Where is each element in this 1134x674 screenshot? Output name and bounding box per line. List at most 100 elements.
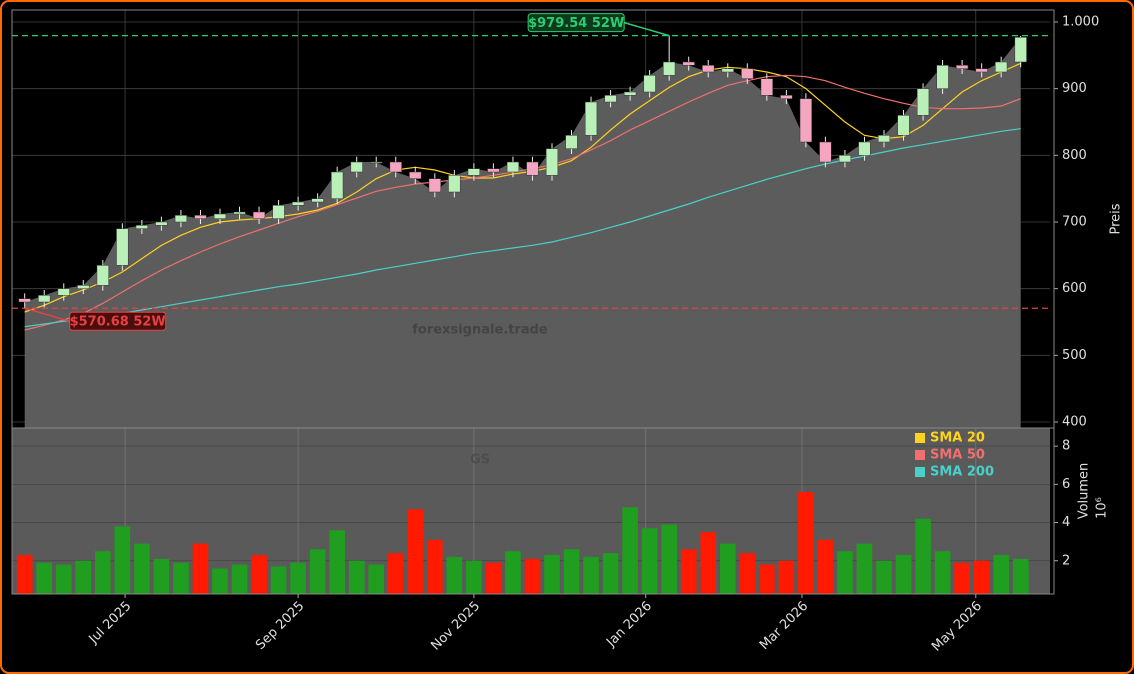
volume-bar [739, 553, 756, 594]
volume-bar [563, 549, 580, 594]
candle-body [975, 68, 988, 73]
volume-bar [134, 543, 150, 594]
volume-bar [856, 543, 873, 594]
volume-bar [817, 539, 834, 594]
volume-bar [427, 539, 443, 594]
candle-body [213, 213, 227, 219]
y-tick-label: 900 [1062, 81, 1087, 96]
volume-bar [837, 551, 853, 594]
legend-label: SMA 200 [930, 465, 994, 480]
y-tick-label: 600 [1062, 281, 1087, 296]
volume-bar [602, 553, 619, 594]
candle-body [916, 88, 930, 116]
volume-bar [231, 564, 248, 594]
candle-body [389, 161, 402, 173]
volume-bar [251, 555, 267, 594]
candle-body [252, 211, 266, 219]
annotation-label: $979.54 52W [528, 16, 624, 31]
volume-bar [1012, 558, 1029, 594]
candle-body [331, 171, 344, 199]
candle-body [194, 215, 207, 219]
volume-bar [798, 491, 814, 594]
candle-body [233, 211, 246, 215]
candle-body [526, 161, 539, 176]
volume-bar [544, 555, 560, 594]
volume-bar [212, 568, 228, 594]
candle-body [77, 285, 90, 289]
candle-body [467, 168, 480, 176]
candle-body [936, 65, 949, 89]
candle-body [721, 68, 734, 73]
sma-line [24, 128, 1021, 328]
spine [11, 9, 1055, 595]
legend-label: SMA 50 [930, 448, 985, 463]
volume-bar [895, 555, 912, 594]
volume-bar [915, 518, 931, 594]
volume-bar [95, 551, 111, 594]
candle-body [780, 95, 793, 99]
candle-body [311, 198, 324, 203]
volume-bar [153, 558, 170, 594]
candle-body [272, 205, 285, 219]
volume-bar [680, 549, 697, 594]
y-tick-label: 2 [1062, 553, 1070, 568]
candle-body [428, 178, 441, 193]
volume-bar [36, 562, 53, 594]
volume-bar [778, 560, 795, 594]
candle-body [135, 225, 148, 229]
y-axis-label: Preis [1109, 203, 1124, 234]
volume-bar [173, 562, 189, 594]
volume-bar [270, 566, 287, 594]
candle-body [448, 175, 461, 193]
annotation-box [527, 13, 625, 33]
y-tick-label: 1.000 [1062, 15, 1099, 30]
candle-body [819, 141, 832, 163]
volume-bar [309, 549, 326, 594]
watermark: forexsignale.trade [412, 323, 548, 338]
volume-bar [993, 555, 1009, 594]
candle-body [350, 161, 363, 173]
candle-body [174, 215, 188, 223]
candle-body [116, 228, 129, 266]
legend-swatch [915, 467, 925, 477]
volume-bar [759, 564, 775, 594]
candle-body [370, 161, 383, 164]
candle-body [155, 221, 168, 226]
candle-body [584, 101, 598, 136]
legend-label: SMA 20 [930, 431, 985, 446]
candle-body [18, 298, 31, 303]
candle-body [506, 161, 520, 173]
volume-bar [505, 551, 521, 594]
volume-bar [114, 526, 131, 594]
volume-bar [661, 524, 677, 594]
candle-body [38, 295, 51, 303]
candle-body [897, 115, 910, 136]
volume-bar [387, 553, 404, 594]
volume-bar [329, 530, 345, 594]
y-tick-label: 6 [1062, 477, 1070, 492]
candle-body [643, 75, 656, 93]
volume-bar [641, 528, 658, 594]
candle-body [858, 141, 871, 156]
volume-bar [524, 558, 541, 594]
candle-body [487, 168, 500, 173]
watermark: GS [470, 453, 490, 468]
annotation-box [69, 311, 167, 331]
candle-body [956, 65, 969, 69]
volume-bar [192, 543, 209, 594]
sma-line [24, 74, 1021, 331]
y-axis-label: Volumen [1077, 463, 1092, 520]
legend-swatch [915, 450, 925, 460]
sma-line [24, 62, 1021, 313]
volume-bar [973, 560, 990, 594]
volume-bar [290, 562, 306, 594]
y-tick-label: 500 [1062, 348, 1087, 363]
volume-bar [485, 562, 502, 594]
volume-bar [446, 556, 463, 594]
volume-bar [407, 509, 424, 594]
volume-bar [75, 560, 92, 594]
volume-bar [55, 564, 72, 594]
candle-body [838, 155, 852, 163]
candle-body [702, 65, 715, 73]
